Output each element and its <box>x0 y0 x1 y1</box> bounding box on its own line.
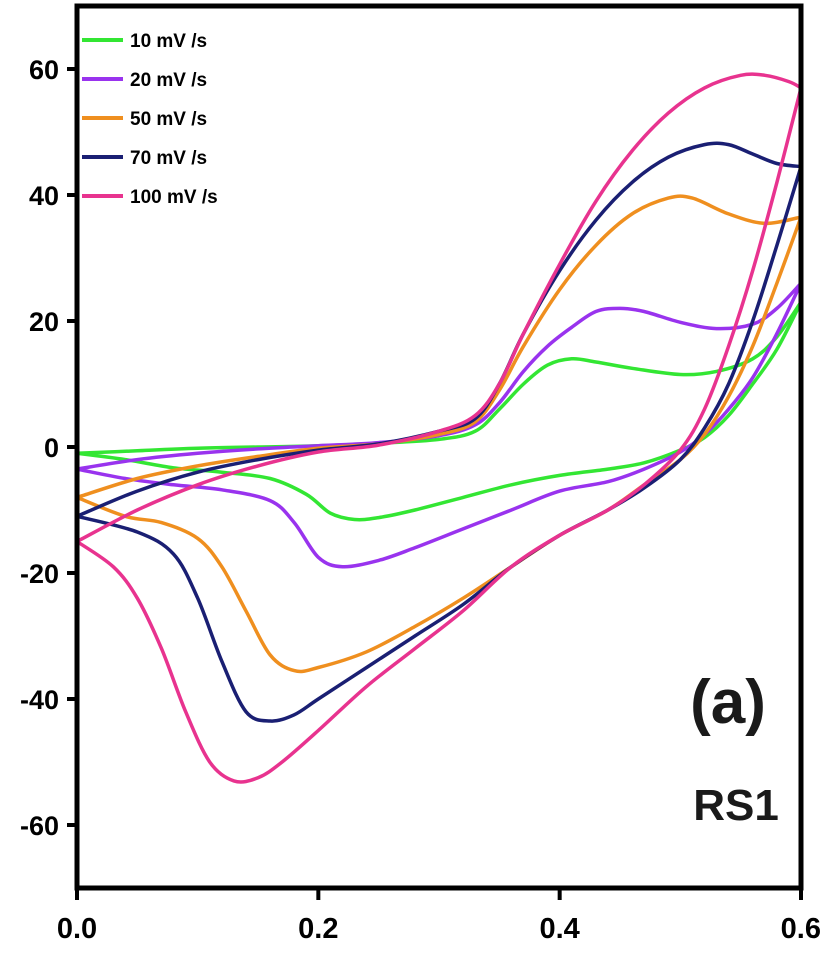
series-5-anodic-line <box>75 72 803 544</box>
y-tick-label: -20 <box>20 559 59 589</box>
legend: 10 mV /s 20 mV /s 50 mV /s 70 mV /s 100 mV /… <box>82 31 218 208</box>
legend-label-3: 50 mV /s <box>130 109 207 130</box>
legend-label-2: 20 mV /s <box>130 70 207 91</box>
sample-label: RS1 <box>693 781 779 830</box>
y-tick-label: -40 <box>20 685 59 715</box>
x-tick-label: 0.4 <box>540 913 580 945</box>
y-tick-label: 60 <box>29 55 59 85</box>
curves-layer <box>75 72 803 784</box>
x-axis: 0.0 0.2 0.4 0.6 <box>57 888 821 945</box>
legend-label-1: 10 mV /s <box>130 31 207 52</box>
series-5-cathodic-line <box>75 86 803 784</box>
series-2 <box>75 281 803 569</box>
x-tick-label: 0.0 <box>57 913 97 945</box>
series-1-anodic-line <box>75 300 803 456</box>
x-tick-label: 0.2 <box>298 913 338 945</box>
legend-label-5: 100 mV /s <box>130 187 218 208</box>
series-5 <box>75 72 803 784</box>
series-2-anodic-line <box>75 281 803 471</box>
y-tick-label: -60 <box>20 811 59 841</box>
series-3-anodic-line <box>75 194 803 500</box>
y-tick-label: 40 <box>29 181 59 211</box>
series-3-cathodic-line <box>75 215 803 674</box>
y-tick-label: 0 <box>44 433 59 463</box>
series-4-cathodic-line <box>75 164 803 723</box>
panel-label: (a) <box>690 668 766 737</box>
series-3 <box>75 194 803 674</box>
legend-label-4: 70 mV /s <box>130 148 207 169</box>
x-tick-label: 0.6 <box>781 913 821 945</box>
y-tick-label: 20 <box>29 307 59 337</box>
y-axis: -60 -40 -20 0 20 40 60 <box>20 55 77 841</box>
series-2-cathodic-line <box>75 281 803 569</box>
